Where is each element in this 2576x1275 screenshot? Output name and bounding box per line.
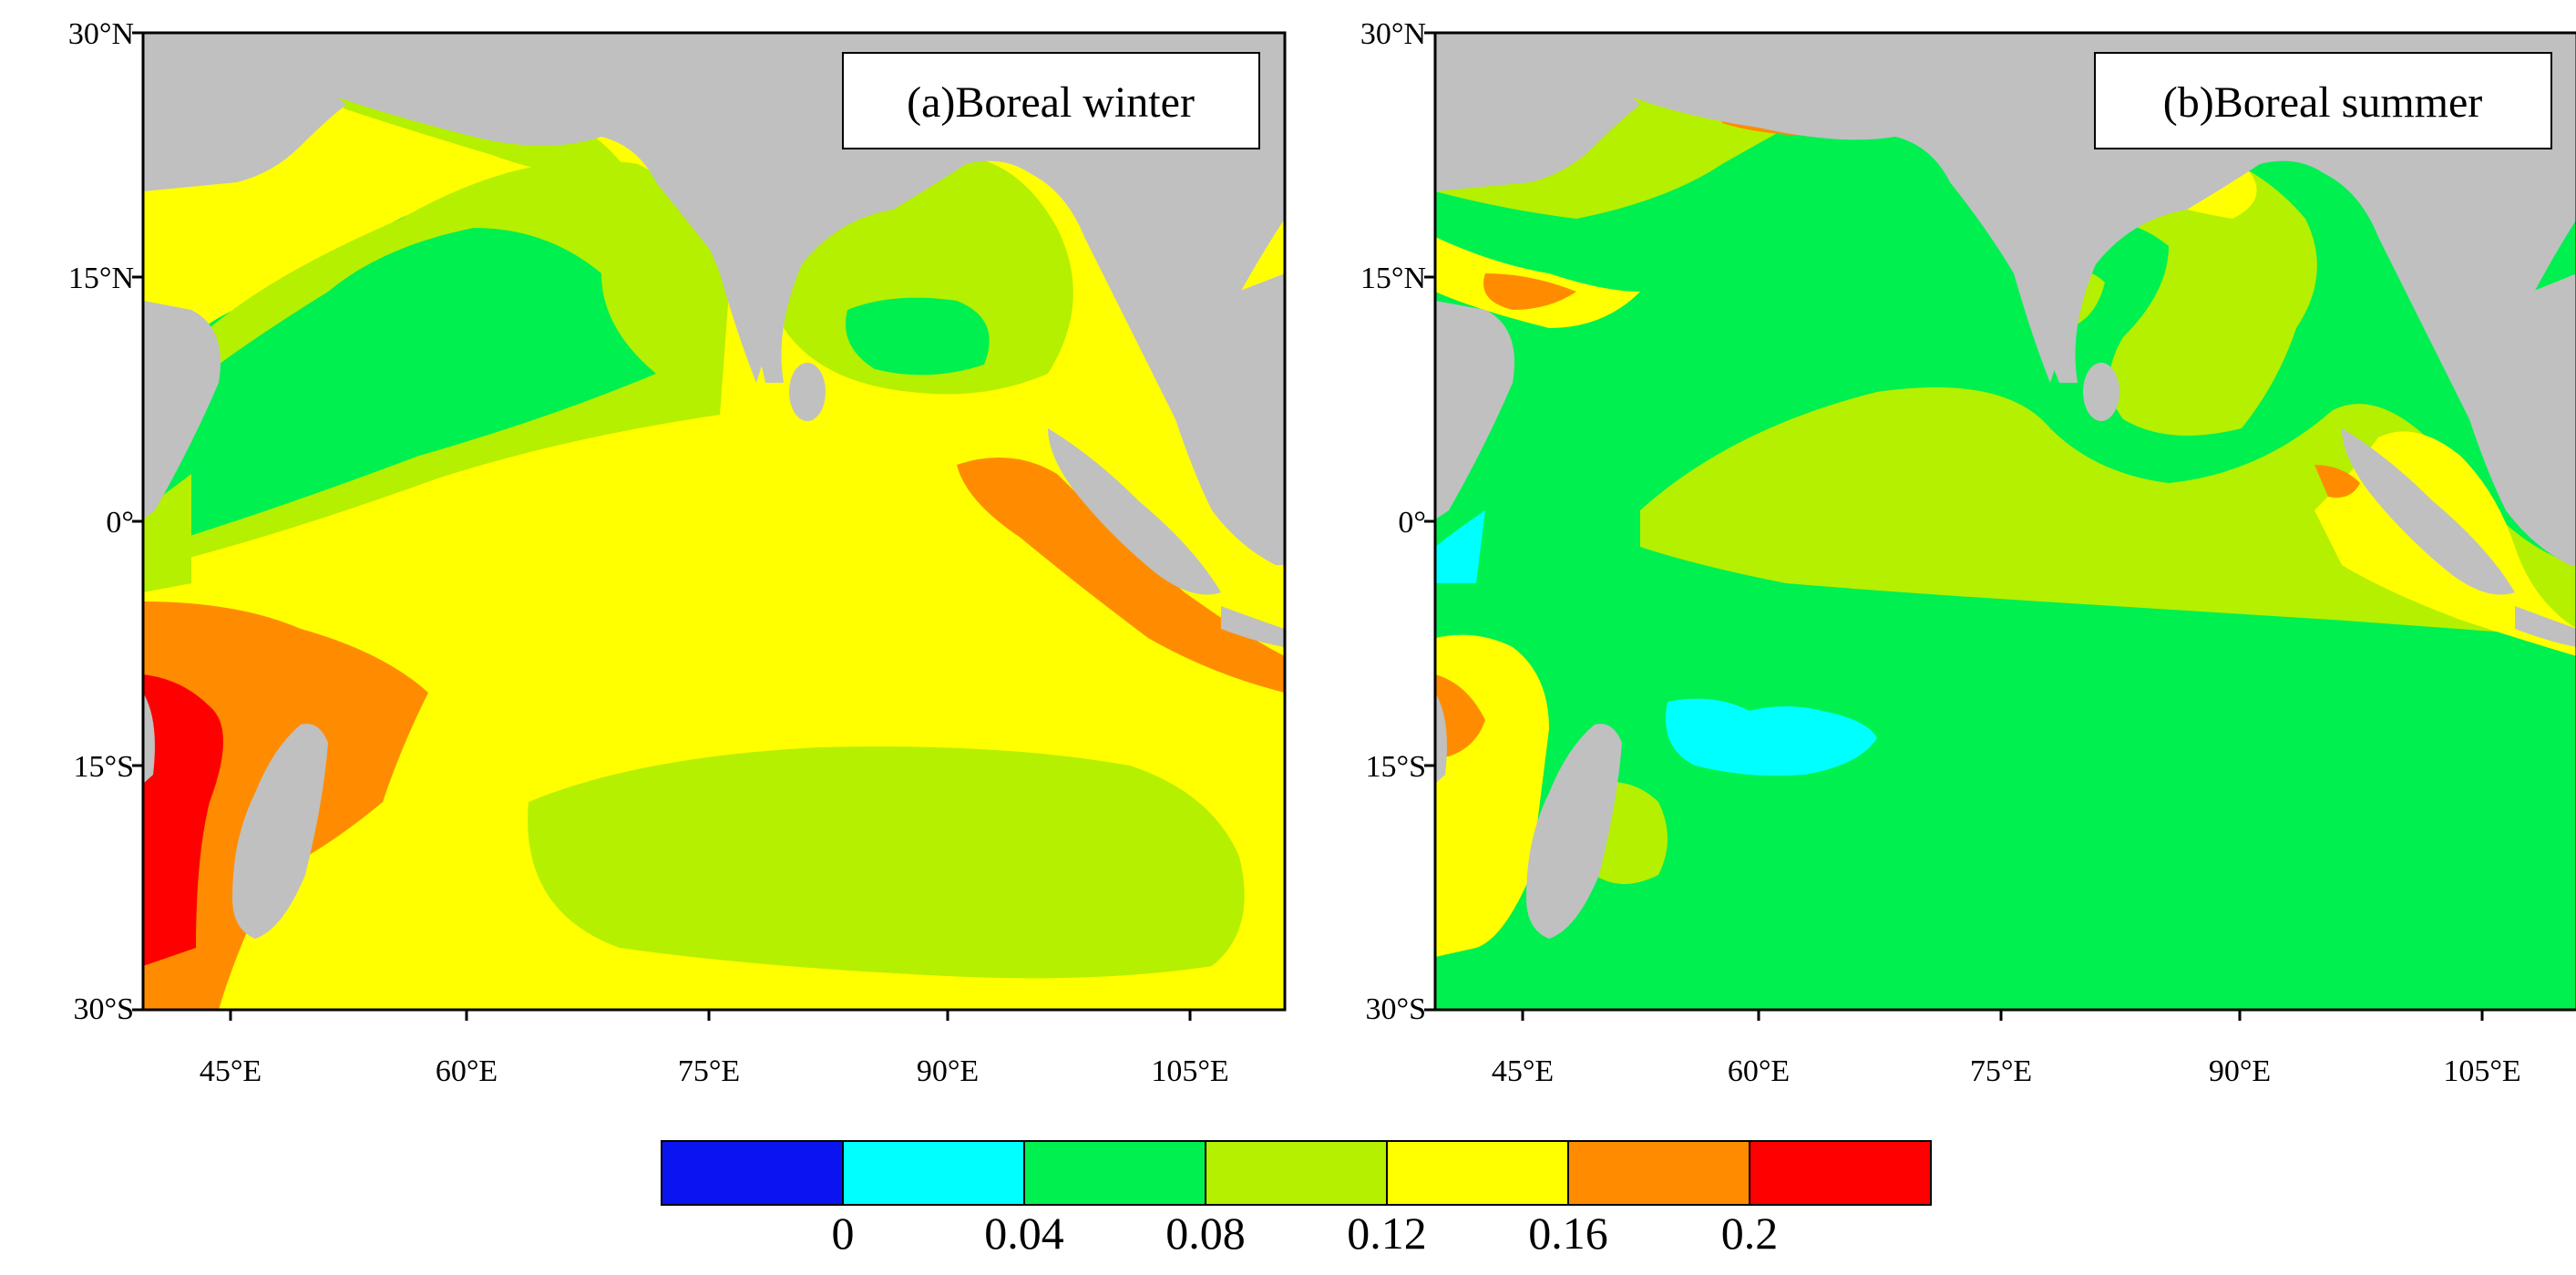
- colorbar-tick-label: 0.12: [1347, 1208, 1427, 1259]
- lat-label: 30°S: [73, 992, 134, 1026]
- colorbar-segment: [1205, 1140, 1388, 1206]
- panel-title-box-winter: (a)Boreal winter: [842, 52, 1260, 149]
- colorbar-segment: [842, 1140, 1025, 1206]
- colorbar-tick-label: 0.08: [1165, 1208, 1246, 1259]
- lon-axis-summer: 45°E 60°E 75°E 90°E 105°E: [1492, 1054, 2521, 1088]
- lon-label: 45°E: [200, 1054, 262, 1088]
- colorbar-segment: [1567, 1140, 1750, 1206]
- panel-title-winter: (a)Boreal winter: [907, 78, 1195, 127]
- map-panel-boreal-summer: (b)Boreal summer 30°N 15°N 0° 15°S 30°S …: [1360, 17, 2576, 1088]
- lon-label: 45°E: [1492, 1054, 1554, 1088]
- lat-label: 15°S: [73, 750, 134, 784]
- lat-label: 15°S: [1365, 750, 1426, 784]
- ticks-winter: [132, 31, 1192, 1021]
- lon-label: 90°E: [917, 1054, 979, 1088]
- colorbar: [661, 1140, 1932, 1206]
- lon-label: 60°E: [1728, 1054, 1790, 1088]
- panel-title-summer: (b)Boreal summer: [2163, 78, 2483, 127]
- lon-label: 105°E: [1151, 1054, 1228, 1088]
- ocean-field-summer: [1435, 33, 2576, 1010]
- lon-label: 60°E: [436, 1054, 498, 1088]
- lat-axis-summer: 30°N 15°N 0° 15°S 30°S: [1360, 17, 1426, 1026]
- lat-label: 0°: [1398, 506, 1426, 540]
- colorbar-tick-label: 0.04: [984, 1208, 1064, 1259]
- colorbar-tick-label: 0: [832, 1208, 855, 1259]
- lon-label: 105°E: [2443, 1054, 2520, 1088]
- lon-axis-winter: 45°E 60°E 75°E 90°E 105°E: [200, 1054, 1229, 1088]
- ticks-summer: [1424, 31, 2484, 1021]
- colorbar-labels: 0 0.04 0.08 0.12 0.16 0.2: [832, 1208, 1779, 1259]
- colorbar-segment: [1749, 1140, 1932, 1206]
- map-panel-boreal-winter: (a)Boreal winter 30°N 15°N 0° 15°S 30°S …: [68, 17, 1287, 1088]
- lat-label: 30°N: [1360, 17, 1426, 51]
- panel-title-box-summer: (b)Boreal summer: [2094, 52, 2552, 149]
- colorbar-segment: [1023, 1140, 1206, 1206]
- lat-label: 15°N: [1360, 262, 1426, 295]
- lat-label: 15°N: [68, 262, 134, 295]
- colorbar-tick-label: 0.2: [1721, 1208, 1779, 1259]
- colorbar-segment: [661, 1140, 844, 1206]
- lat-label: 30°N: [68, 17, 134, 51]
- lat-axis-winter: 30°N 15°N 0° 15°S 30°S: [68, 17, 134, 1026]
- colorbar-segment: [1386, 1140, 1569, 1206]
- lat-label: 0°: [106, 506, 134, 540]
- colorbar-tick-label: 0.16: [1528, 1208, 1608, 1259]
- lon-label: 90°E: [2209, 1054, 2271, 1088]
- lat-label: 30°S: [1365, 992, 1426, 1026]
- lon-label: 75°E: [1970, 1054, 2032, 1088]
- lon-label: 75°E: [678, 1054, 740, 1088]
